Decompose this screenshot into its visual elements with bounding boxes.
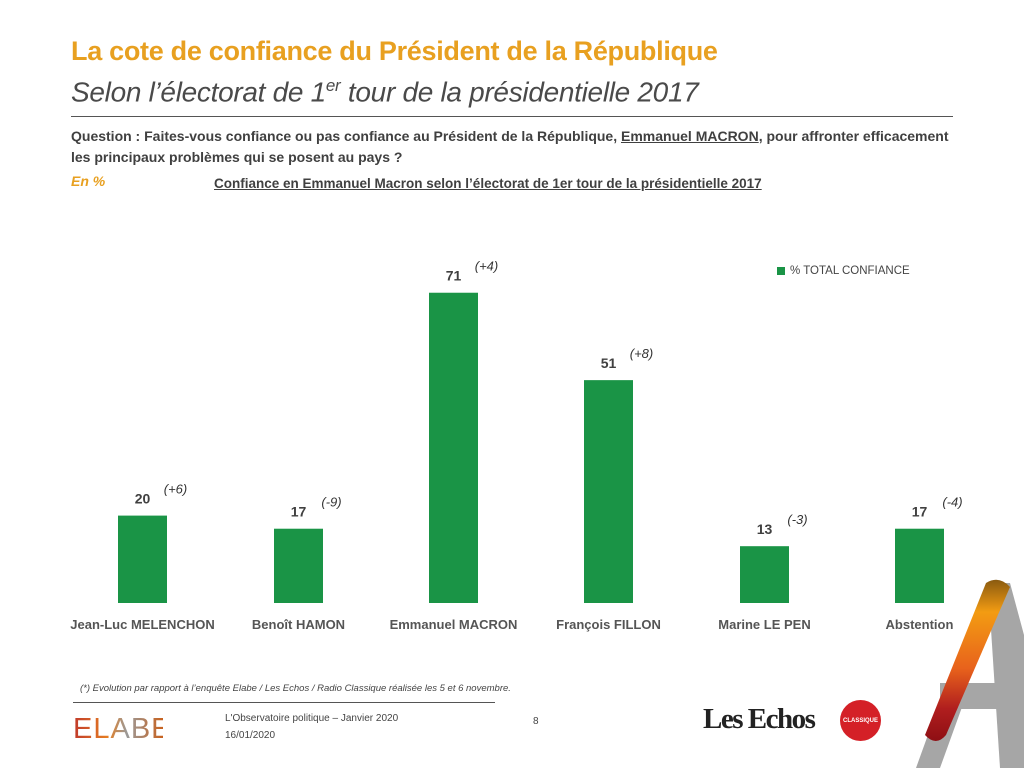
category-label-3: François FILLON — [556, 617, 661, 632]
bar-4 — [740, 546, 789, 603]
les-echos-logo: Les Echos — [703, 703, 816, 735]
chart-title: Confiance en Emmanuel Macron selon l’éle… — [214, 176, 762, 191]
footer-publication: L'Observatoire politique – Janvier 2020 — [225, 713, 399, 724]
data-label-2: 71 — [446, 268, 462, 284]
data-label-3: 51 — [601, 355, 617, 371]
decorative-a-logo — [916, 579, 1024, 768]
a-logo-right-leg — [988, 583, 1024, 768]
data-label-5: 17 — [912, 504, 928, 520]
legend-swatch — [777, 267, 785, 275]
page-title: La cote de confiance du Président de la … — [71, 36, 718, 66]
data-label-0: 20 — [135, 491, 151, 507]
subtitle-post: tour de la présidentielle 2017 — [340, 76, 699, 108]
category-label-4: Marine LE PEN — [718, 617, 810, 632]
question-suffix: , pour affronter efficacement les princi… — [71, 128, 949, 165]
unit-label: En % — [71, 173, 106, 189]
evolution-label-0: (+6) — [164, 482, 187, 497]
bar-1 — [274, 528, 323, 603]
data-label-1: 17 — [291, 504, 307, 520]
chart-legend: % TOTAL CONFIANCE — [777, 265, 910, 277]
category-label-2: Emmanuel MACRON — [390, 617, 518, 632]
footer-date: 16/01/2020 — [225, 730, 276, 741]
evolution-label-4: (-3) — [787, 512, 807, 527]
evolution-label-1: (-9) — [321, 495, 341, 510]
category-label-5: Abstention — [886, 617, 954, 632]
category-label-1: Benoît HAMON — [252, 617, 345, 632]
page-number: 8 — [533, 716, 539, 727]
radio-classique-text: CLASSIQUE — [842, 717, 878, 724]
bar-3 — [584, 380, 633, 603]
data-label-4: 13 — [757, 521, 773, 537]
evolution-label-2: (+4) — [475, 259, 498, 274]
legend-label: % TOTAL CONFIANCE — [790, 265, 910, 277]
subtitle-sup: er — [325, 76, 341, 95]
subtitle-pre: Selon l’électorat de 1 — [71, 76, 326, 108]
question-name: Emmanuel MACRON — [621, 128, 759, 144]
category-label-0: Jean-Luc MELENCHON — [70, 617, 214, 632]
survey-question: Question : Faites-vous confiance ou pas … — [71, 126, 951, 168]
bar-0 — [118, 515, 167, 603]
elabe-logo-text: ELABE — [73, 713, 163, 741]
title-divider — [71, 116, 953, 117]
footer-divider — [73, 702, 495, 703]
footnote: (*) Evolution par rapport à l’enquête El… — [80, 683, 511, 694]
bar-5 — [895, 528, 944, 603]
page-subtitle: Selon l’électorat de 1er tour de la prés… — [71, 76, 699, 108]
evolution-label-5: (-4) — [942, 495, 962, 510]
evolution-label-3: (+8) — [630, 346, 653, 361]
a-logo-orange-stroke — [925, 579, 1010, 741]
question-prefix: Question : Faites-vous confiance ou pas … — [71, 128, 621, 144]
elabe-logo: ELABE — [73, 713, 163, 741]
bar-2 — [429, 292, 478, 603]
radio-classique-logo: CLASSIQUE — [840, 700, 881, 741]
